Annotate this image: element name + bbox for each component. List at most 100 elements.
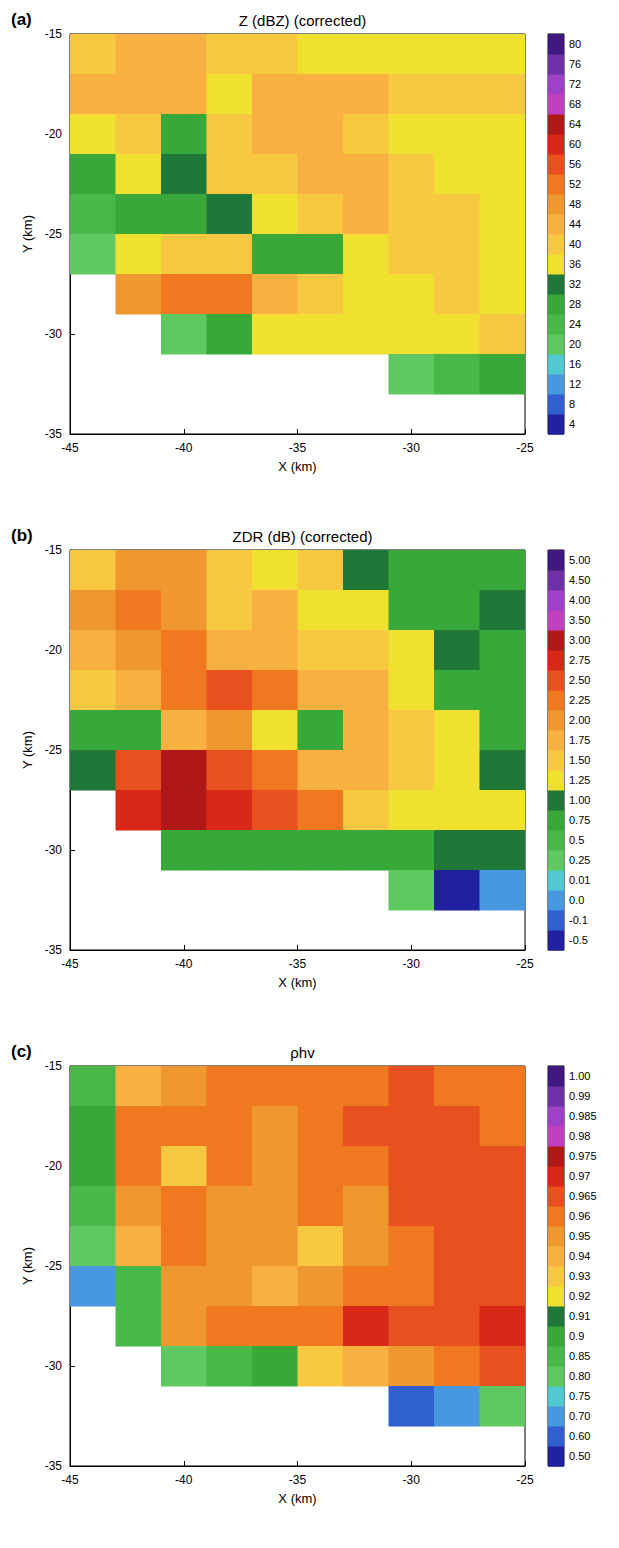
svg-text:-35: -35 xyxy=(289,1473,307,1487)
svg-text:2.00: 2.00 xyxy=(569,714,590,726)
svg-text:36: 36 xyxy=(569,258,581,270)
svg-text:-40: -40 xyxy=(175,441,193,455)
svg-text:(c): (c) xyxy=(11,1042,32,1061)
svg-text:-35: -35 xyxy=(45,1459,63,1473)
svg-text:2.25: 2.25 xyxy=(569,694,590,706)
svg-text:0.75: 0.75 xyxy=(569,1390,590,1402)
svg-text:0.98: 0.98 xyxy=(569,1130,590,1142)
svg-text:48: 48 xyxy=(569,198,581,210)
svg-text:28: 28 xyxy=(569,298,581,310)
svg-text:0.01: 0.01 xyxy=(569,874,590,886)
svg-text:1.25: 1.25 xyxy=(569,774,590,786)
svg-text:60: 60 xyxy=(569,138,581,150)
svg-text:-45: -45 xyxy=(61,441,79,455)
svg-text:56: 56 xyxy=(569,158,581,170)
svg-text:0.91: 0.91 xyxy=(569,1310,590,1322)
svg-text:1.00: 1.00 xyxy=(569,794,590,806)
svg-text:-35: -35 xyxy=(289,957,307,971)
svg-text:0.965: 0.965 xyxy=(569,1190,597,1202)
svg-text:0.60: 0.60 xyxy=(569,1430,590,1442)
svg-text:0.0: 0.0 xyxy=(569,894,584,906)
svg-text:4.00: 4.00 xyxy=(569,594,590,606)
svg-text:Y (km): Y (km) xyxy=(20,1247,35,1285)
svg-text:0.80: 0.80 xyxy=(569,1370,590,1382)
svg-text:X (km): X (km) xyxy=(278,975,316,990)
svg-text:Y (km): Y (km) xyxy=(20,731,35,769)
svg-text:-30: -30 xyxy=(45,327,63,341)
svg-text:(b): (b) xyxy=(11,526,33,545)
svg-text:-35: -35 xyxy=(289,441,307,455)
svg-text:0.70: 0.70 xyxy=(569,1410,590,1422)
svg-text:0.85: 0.85 xyxy=(569,1350,590,1362)
svg-text:-0.5: -0.5 xyxy=(569,934,588,946)
svg-text:-25: -25 xyxy=(45,227,63,241)
svg-text:0.985: 0.985 xyxy=(569,1110,597,1122)
svg-text:0.9: 0.9 xyxy=(569,1330,584,1342)
svg-text:20: 20 xyxy=(569,338,581,350)
svg-text:4: 4 xyxy=(569,418,575,430)
svg-text:0.92: 0.92 xyxy=(569,1290,590,1302)
svg-text:52: 52 xyxy=(569,178,581,190)
svg-text:0.75: 0.75 xyxy=(569,814,590,826)
svg-text:-15: -15 xyxy=(45,1059,63,1073)
svg-text:X (km): X (km) xyxy=(278,1491,316,1506)
svg-text:-30: -30 xyxy=(403,441,421,455)
svg-text:-30: -30 xyxy=(403,957,421,971)
svg-text:2.75: 2.75 xyxy=(569,654,590,666)
svg-text:72: 72 xyxy=(569,78,581,90)
svg-text:64: 64 xyxy=(569,118,581,130)
svg-text:80: 80 xyxy=(569,38,581,50)
svg-text:X (km): X (km) xyxy=(278,459,316,474)
svg-text:24: 24 xyxy=(569,318,581,330)
svg-text:0.93: 0.93 xyxy=(569,1270,590,1282)
svg-text:-40: -40 xyxy=(175,1473,193,1487)
svg-text:-30: -30 xyxy=(403,1473,421,1487)
svg-text:-40: -40 xyxy=(175,957,193,971)
svg-text:0.5: 0.5 xyxy=(569,834,584,846)
svg-text:-0.1: -0.1 xyxy=(569,914,588,926)
svg-text:0.99: 0.99 xyxy=(569,1090,590,1102)
svg-text:3.00: 3.00 xyxy=(569,634,590,646)
svg-text:-30: -30 xyxy=(45,1359,63,1373)
svg-text:12: 12 xyxy=(569,378,581,390)
svg-text:-20: -20 xyxy=(45,1159,63,1173)
svg-text:Z (dBZ) (corrected): Z (dBZ) (corrected) xyxy=(239,12,367,29)
svg-text:44: 44 xyxy=(569,218,581,230)
svg-text:ρhv: ρhv xyxy=(290,1044,315,1061)
svg-text:3.50: 3.50 xyxy=(569,614,590,626)
svg-text:0.25: 0.25 xyxy=(569,854,590,866)
svg-text:1.00: 1.00 xyxy=(569,1070,590,1082)
svg-text:0.975: 0.975 xyxy=(569,1150,597,1162)
svg-text:-25: -25 xyxy=(516,957,534,971)
svg-text:-35: -35 xyxy=(45,427,63,441)
svg-text:76: 76 xyxy=(569,58,581,70)
svg-text:1.75: 1.75 xyxy=(569,734,590,746)
svg-text:0.97: 0.97 xyxy=(569,1170,590,1182)
svg-text:16: 16 xyxy=(569,358,581,370)
svg-text:2.50: 2.50 xyxy=(569,674,590,686)
svg-text:-45: -45 xyxy=(61,957,79,971)
svg-text:4.50: 4.50 xyxy=(569,574,590,586)
svg-text:-25: -25 xyxy=(516,441,534,455)
svg-text:68: 68 xyxy=(569,98,581,110)
svg-text:-15: -15 xyxy=(45,27,63,41)
svg-text:32: 32 xyxy=(569,278,581,290)
svg-text:0.95: 0.95 xyxy=(569,1230,590,1242)
svg-text:0.96: 0.96 xyxy=(569,1210,590,1222)
svg-text:8: 8 xyxy=(569,398,575,410)
svg-text:0.50: 0.50 xyxy=(569,1450,590,1462)
svg-text:Y (km): Y (km) xyxy=(20,215,35,253)
svg-text:-30: -30 xyxy=(45,843,63,857)
svg-text:(a): (a) xyxy=(11,10,32,29)
svg-text:-25: -25 xyxy=(45,743,63,757)
svg-text:-20: -20 xyxy=(45,643,63,657)
svg-text:5.00: 5.00 xyxy=(569,554,590,566)
svg-text:40: 40 xyxy=(569,238,581,250)
svg-text:-25: -25 xyxy=(516,1473,534,1487)
svg-text:-25: -25 xyxy=(45,1259,63,1273)
svg-text:-20: -20 xyxy=(45,127,63,141)
svg-text:-45: -45 xyxy=(61,1473,79,1487)
svg-text:-15: -15 xyxy=(45,543,63,557)
svg-text:0.94: 0.94 xyxy=(569,1250,590,1262)
svg-text:-35: -35 xyxy=(45,943,63,957)
